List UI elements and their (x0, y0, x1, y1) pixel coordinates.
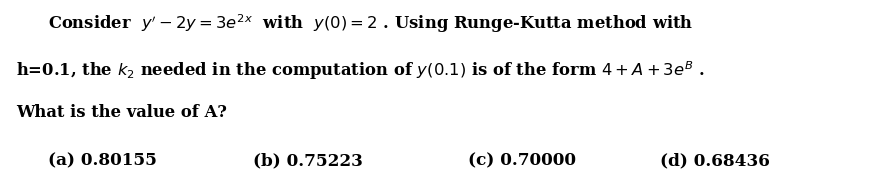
Text: (d) 0.68436: (d) 0.68436 (660, 152, 770, 169)
Text: h=0.1, the $k_2$ needed in the computation of $y(0.1)$ is of the form $4 + A + 3: h=0.1, the $k_2$ needed in the computati… (16, 60, 704, 82)
Text: (a) 0.80155: (a) 0.80155 (48, 152, 157, 169)
Text: (b) 0.75223: (b) 0.75223 (253, 152, 364, 169)
Text: (c) 0.70000: (c) 0.70000 (468, 152, 576, 169)
Text: What is the value of A?: What is the value of A? (16, 104, 226, 121)
Text: Consider  $y' - 2y = 3e^{2x}$  with  $y(0) = 2$ . Using Runge-Kutta method with: Consider $y' - 2y = 3e^{2x}$ with $y(0) … (48, 12, 694, 35)
